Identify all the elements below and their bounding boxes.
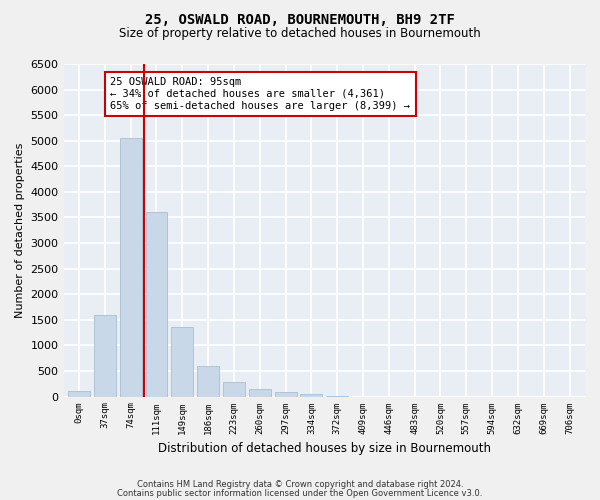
Text: 25, OSWALD ROAD, BOURNEMOUTH, BH9 2TF: 25, OSWALD ROAD, BOURNEMOUTH, BH9 2TF	[145, 12, 455, 26]
Y-axis label: Number of detached properties: Number of detached properties	[15, 142, 25, 318]
Bar	[301, 394, 322, 396]
X-axis label: Distribution of detached houses by size in Bournemouth: Distribution of detached houses by size …	[158, 442, 491, 455]
Bar	[68, 392, 90, 396]
Bar	[146, 212, 167, 396]
Text: Size of property relative to detached houses in Bournemouth: Size of property relative to detached ho…	[119, 28, 481, 40]
Bar	[119, 138, 142, 396]
Text: Contains public sector information licensed under the Open Government Licence v3: Contains public sector information licen…	[118, 489, 482, 498]
Text: Contains HM Land Registry data © Crown copyright and database right 2024.: Contains HM Land Registry data © Crown c…	[137, 480, 463, 489]
Bar	[172, 328, 193, 396]
Bar	[275, 392, 296, 396]
Bar	[94, 314, 116, 396]
Bar	[197, 366, 219, 396]
Bar	[249, 389, 271, 396]
Text: 25 OSWALD ROAD: 95sqm
← 34% of detached houses are smaller (4,361)
65% of semi-d: 25 OSWALD ROAD: 95sqm ← 34% of detached …	[110, 78, 410, 110]
Bar	[223, 382, 245, 396]
